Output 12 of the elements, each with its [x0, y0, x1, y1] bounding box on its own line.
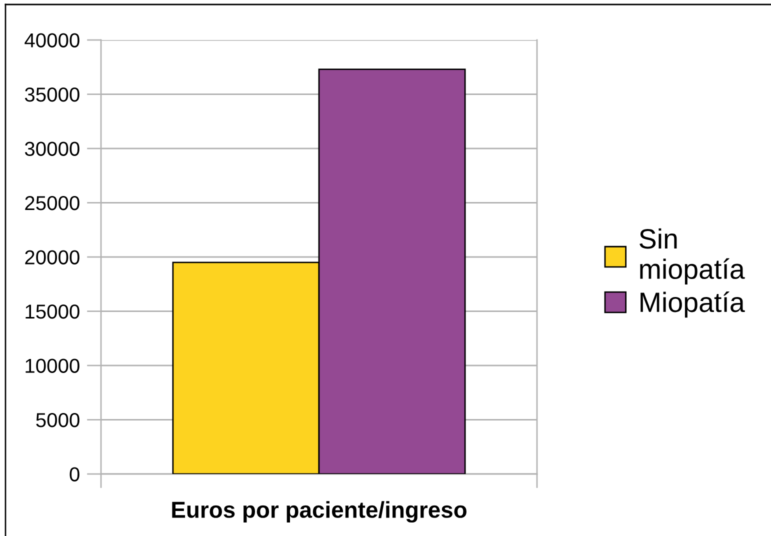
- x-axis-title: Euros por paciente/ingreso: [172, 501, 466, 523]
- y-tick-label: 0: [70, 467, 80, 482]
- y-tick-label: 35000: [24, 87, 80, 102]
- legend-label: Sin miopatía: [640, 228, 745, 285]
- y-tick-label: 5000: [36, 412, 80, 428]
- y-tick-label: 15000: [26, 304, 80, 319]
- y-tick-label: 30000: [24, 142, 80, 156]
- y-tick-label: 40000: [24, 33, 80, 48]
- y-tick-label: 10000: [26, 358, 80, 373]
- y-tick-label: 25000: [25, 196, 80, 210]
- y-tick-label: 20000: [25, 250, 80, 264]
- legend-label: Miopatía: [640, 291, 745, 318]
